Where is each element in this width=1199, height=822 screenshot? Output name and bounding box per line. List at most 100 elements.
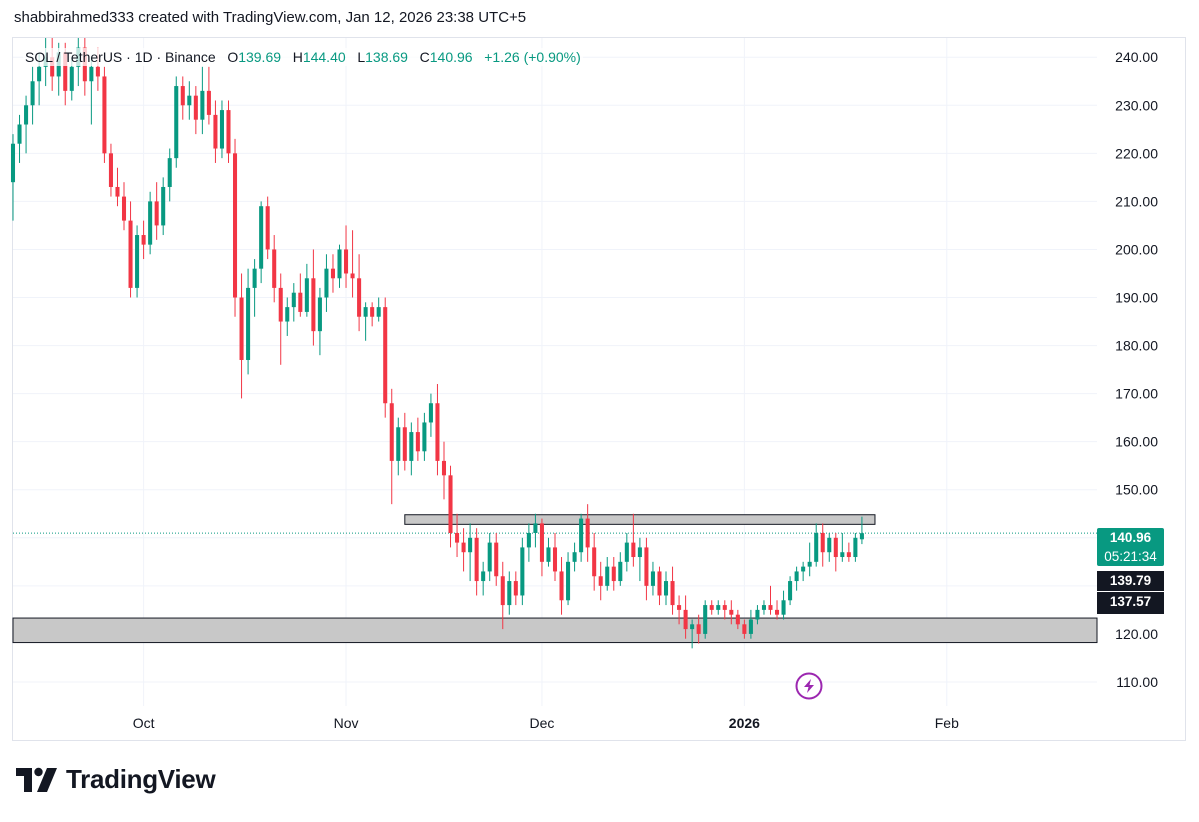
candle-body [559, 571, 564, 601]
low-value: 138.69 [365, 49, 408, 65]
candle [246, 268, 251, 375]
candle-body [239, 297, 244, 360]
candle-body [415, 432, 420, 452]
candle-body [794, 571, 799, 582]
candle-body [161, 186, 166, 226]
candle-body [409, 432, 414, 461]
candle [219, 100, 224, 159]
candle [376, 297, 381, 322]
candle [624, 532, 629, 572]
candle [513, 571, 518, 606]
candle-body [552, 547, 558, 572]
candle-body [10, 143, 16, 183]
candle-body [363, 307, 368, 317]
candle-body [788, 581, 793, 601]
grid-lines [13, 38, 1097, 706]
candles [10, 38, 864, 649]
candle [344, 225, 349, 288]
candle-body [474, 537, 479, 582]
y-tick-label: 120.00 [1115, 626, 1158, 642]
candle-body [487, 542, 492, 572]
candle [507, 571, 512, 615]
candle-body [735, 614, 740, 625]
time-axis: Oct Nov Dec 2026 Feb [133, 715, 959, 731]
x-tick-label: Dec [529, 715, 554, 731]
high-label: H [292, 49, 303, 65]
candle [24, 95, 29, 154]
y-tick-label: 220.00 [1115, 145, 1158, 161]
candle [448, 465, 453, 548]
candle-body [631, 542, 636, 558]
symbol-label[interactable]: SOL / TetherUS · 1D · Binance [25, 49, 216, 65]
candle-body [69, 66, 74, 91]
candle [311, 249, 316, 346]
candle [291, 283, 296, 322]
candle-body [246, 287, 251, 360]
candle-body [344, 249, 349, 274]
candle-body [154, 201, 159, 226]
candle-body [285, 307, 290, 322]
change-value: +1.26 (+0.90%) [484, 49, 581, 65]
candle [422, 412, 427, 461]
candle [605, 557, 610, 591]
level-tag-1: 139.79 [1097, 571, 1164, 591]
candle [108, 143, 113, 197]
candle-body [167, 158, 172, 187]
candle [161, 177, 166, 236]
candle-body [193, 95, 198, 120]
candle [468, 523, 473, 582]
candle [761, 600, 766, 615]
candle [102, 66, 107, 163]
ticker-legend[interactable]: SOL / TetherUS · 1D · Binance O139.69 H1… [23, 48, 583, 66]
x-tick-label: Feb [935, 715, 959, 731]
candle-body [383, 307, 388, 404]
candle [690, 619, 695, 649]
candle-body [30, 81, 35, 106]
y-tick-label: 150.00 [1115, 482, 1158, 498]
candle [121, 182, 127, 231]
candle [461, 528, 466, 572]
candle [128, 201, 133, 298]
close-value: 140.96 [429, 49, 473, 65]
candle-body [859, 533, 864, 540]
candle [10, 134, 16, 221]
candle [357, 254, 362, 332]
candle [428, 393, 433, 437]
candle [167, 148, 172, 202]
candle-body [761, 605, 766, 610]
candle-body [729, 609, 734, 615]
candle-body [644, 547, 649, 586]
candle-body [670, 581, 675, 606]
candle-body [219, 110, 224, 149]
candle [859, 516, 864, 545]
candle-body [24, 105, 29, 125]
candle-body [579, 518, 584, 553]
candle [180, 76, 185, 120]
candle-body [598, 576, 603, 586]
candle [618, 552, 623, 586]
candle [317, 287, 322, 356]
support-resistance-zone [12, 617, 1098, 644]
candle [350, 230, 355, 298]
candle [657, 566, 662, 606]
candle [677, 595, 682, 625]
candle [187, 81, 192, 120]
candle-body [89, 66, 94, 82]
footer-brand[interactable]: TradingView [16, 764, 216, 795]
candle [481, 561, 486, 596]
last-price-tag: 140.96 05:21:34 [1097, 528, 1164, 566]
candle [533, 513, 538, 548]
candle [82, 38, 87, 96]
candle-body [337, 249, 342, 279]
candle-body [206, 90, 211, 115]
candle [174, 76, 179, 168]
candle-body [611, 566, 616, 582]
candle [148, 191, 153, 255]
candle-body [304, 278, 309, 312]
candle [370, 302, 375, 327]
candle-body [585, 518, 590, 548]
candle-body [814, 532, 819, 562]
chart-frame[interactable] [12, 37, 1186, 741]
candle-body [441, 460, 447, 476]
